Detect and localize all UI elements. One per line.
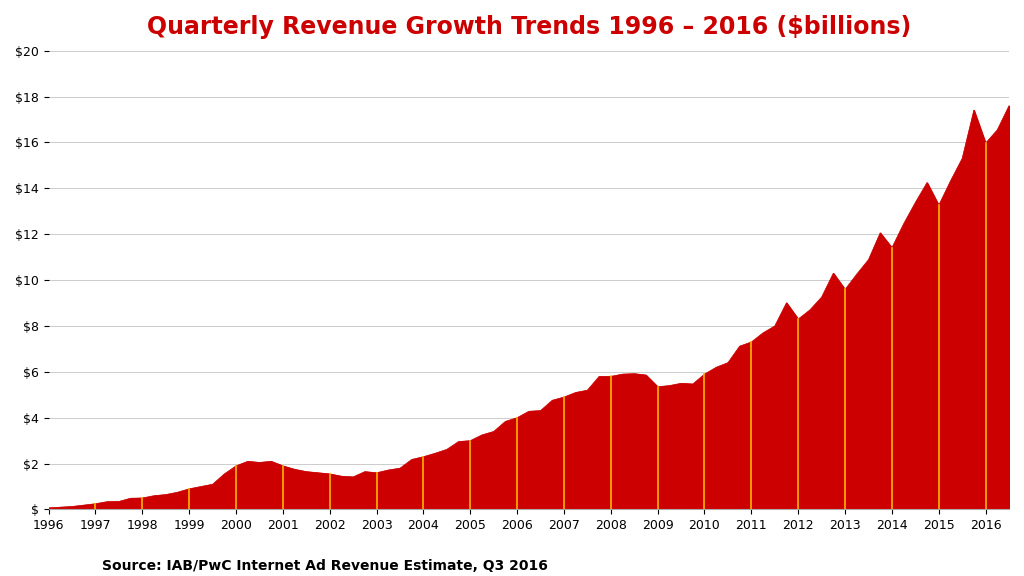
Text: Source: IAB/PwC Internet Ad Revenue Estimate, Q3 2016: Source: IAB/PwC Internet Ad Revenue Esti… xyxy=(102,559,548,573)
Title: Quarterly Revenue Growth Trends 1996 – 2016 ($billions): Quarterly Revenue Growth Trends 1996 – 2… xyxy=(146,15,911,39)
